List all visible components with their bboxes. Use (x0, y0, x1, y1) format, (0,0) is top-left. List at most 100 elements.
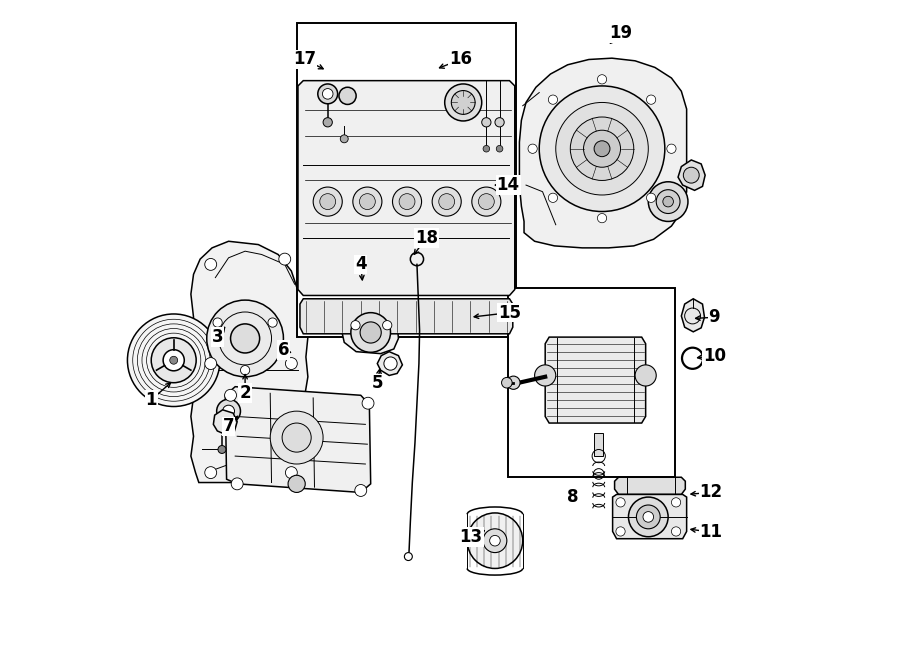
Text: 2: 2 (239, 384, 251, 403)
Circle shape (501, 377, 512, 388)
Circle shape (359, 194, 375, 210)
Circle shape (594, 141, 610, 157)
Circle shape (495, 118, 504, 127)
Circle shape (323, 118, 332, 127)
Circle shape (382, 321, 392, 330)
Circle shape (472, 187, 501, 216)
Text: 6: 6 (278, 341, 289, 360)
Circle shape (318, 84, 338, 104)
Polygon shape (342, 311, 399, 354)
Polygon shape (545, 337, 645, 423)
Text: 16: 16 (449, 50, 473, 69)
Text: 1: 1 (146, 391, 157, 409)
Circle shape (230, 324, 259, 353)
Circle shape (313, 187, 342, 216)
Circle shape (339, 87, 356, 104)
Circle shape (445, 84, 482, 121)
Circle shape (268, 318, 277, 327)
Text: 9: 9 (708, 308, 720, 327)
Circle shape (282, 423, 311, 452)
Polygon shape (213, 410, 238, 435)
Text: 18: 18 (415, 229, 437, 247)
Circle shape (355, 485, 366, 496)
Circle shape (656, 190, 680, 214)
Circle shape (340, 135, 348, 143)
Circle shape (362, 397, 374, 409)
Circle shape (392, 187, 421, 216)
Text: 7: 7 (223, 417, 234, 436)
Circle shape (467, 513, 523, 568)
Text: 10: 10 (703, 346, 726, 365)
Circle shape (225, 389, 237, 401)
Circle shape (451, 91, 475, 114)
Circle shape (636, 505, 661, 529)
Circle shape (646, 193, 656, 202)
Text: 19: 19 (609, 24, 632, 42)
Circle shape (583, 130, 620, 167)
Circle shape (399, 194, 415, 210)
Circle shape (151, 338, 196, 383)
Circle shape (218, 446, 226, 453)
Circle shape (285, 358, 297, 369)
Circle shape (482, 118, 491, 127)
Circle shape (662, 196, 673, 207)
Circle shape (598, 75, 607, 84)
Circle shape (539, 86, 665, 212)
Circle shape (528, 144, 537, 153)
Circle shape (351, 321, 360, 330)
Circle shape (279, 253, 291, 265)
Text: 8: 8 (566, 488, 578, 506)
Circle shape (285, 467, 297, 479)
Circle shape (231, 478, 243, 490)
Circle shape (205, 258, 217, 270)
Text: 3: 3 (212, 328, 223, 346)
Circle shape (628, 497, 668, 537)
Circle shape (217, 399, 240, 423)
Polygon shape (300, 299, 513, 334)
Polygon shape (225, 387, 371, 492)
Polygon shape (377, 352, 402, 375)
Text: 4: 4 (355, 255, 366, 274)
Circle shape (207, 300, 284, 377)
Circle shape (646, 95, 656, 104)
Circle shape (353, 187, 382, 216)
Circle shape (496, 145, 503, 152)
Polygon shape (298, 81, 515, 295)
Circle shape (479, 194, 494, 210)
Circle shape (548, 193, 558, 202)
Polygon shape (678, 160, 705, 190)
Circle shape (360, 322, 382, 343)
Circle shape (170, 356, 177, 364)
Circle shape (667, 144, 676, 153)
Text: 14: 14 (497, 176, 519, 194)
Circle shape (635, 365, 656, 386)
Circle shape (351, 313, 391, 352)
Text: 15: 15 (498, 303, 521, 322)
Circle shape (616, 527, 625, 536)
Circle shape (483, 529, 507, 553)
Circle shape (240, 366, 249, 375)
Circle shape (616, 498, 625, 507)
Polygon shape (519, 58, 687, 248)
Polygon shape (191, 241, 308, 483)
Circle shape (384, 357, 397, 370)
Circle shape (571, 117, 634, 180)
Circle shape (648, 182, 688, 221)
Circle shape (322, 89, 333, 99)
Polygon shape (615, 477, 685, 494)
Circle shape (205, 358, 217, 369)
Circle shape (439, 194, 454, 210)
Polygon shape (681, 299, 705, 332)
Circle shape (671, 527, 680, 536)
Circle shape (535, 365, 556, 386)
Circle shape (222, 405, 235, 417)
Circle shape (213, 318, 222, 327)
Circle shape (548, 95, 558, 104)
Text: 12: 12 (699, 483, 723, 502)
Circle shape (205, 467, 217, 479)
Circle shape (483, 145, 490, 152)
Bar (508, 288, 675, 477)
Circle shape (598, 214, 607, 223)
Circle shape (288, 475, 305, 492)
Bar (594, 433, 603, 456)
